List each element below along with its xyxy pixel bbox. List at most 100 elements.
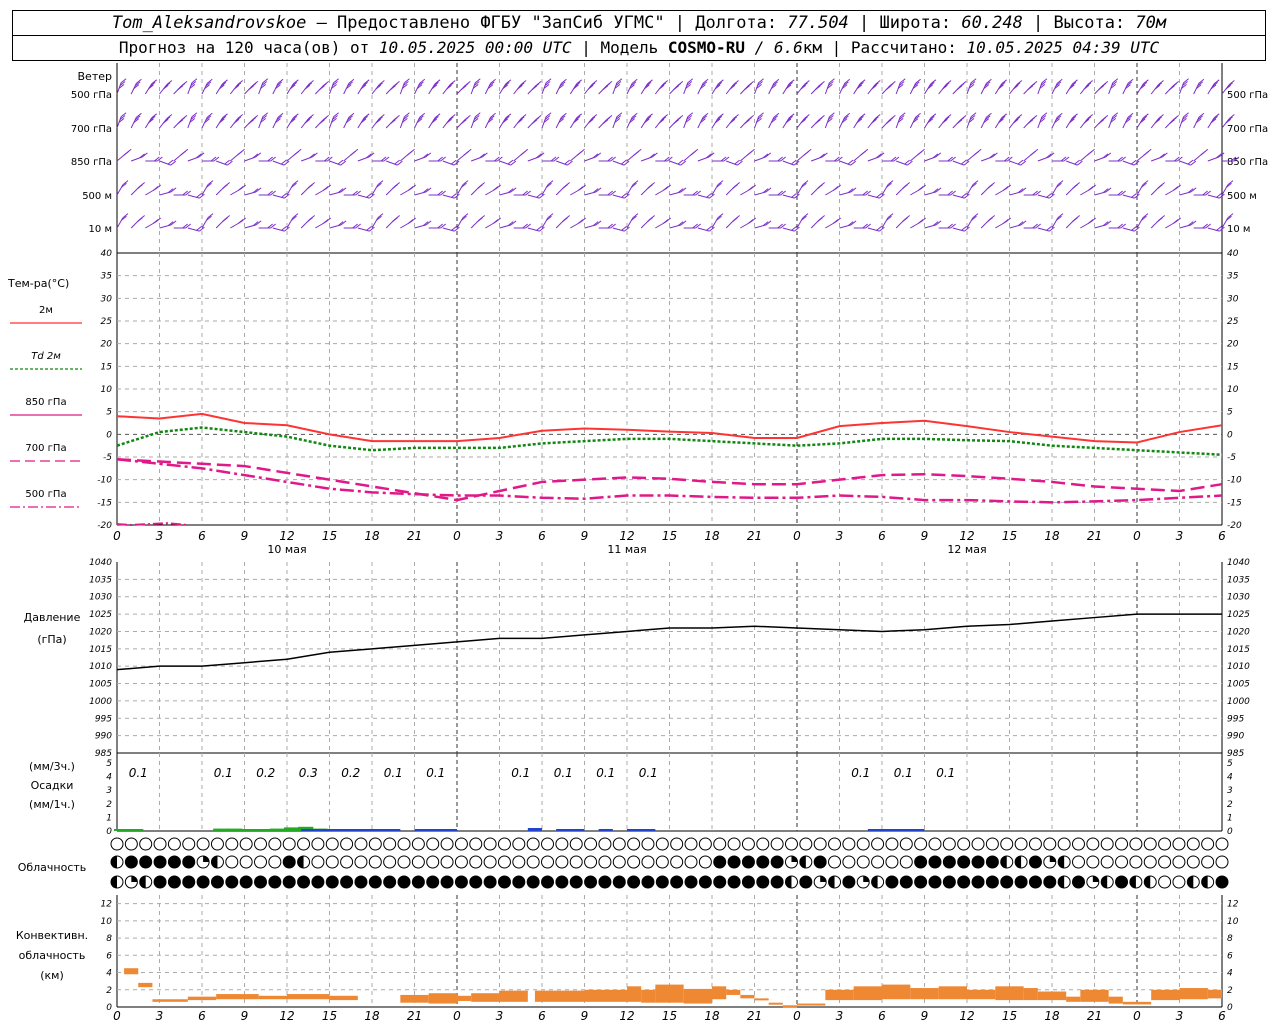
wind-barb: [796, 213, 809, 229]
wind-barb: [1122, 225, 1140, 232]
wind-barb-feather: [137, 184, 143, 190]
wind-barb-feather: [875, 153, 882, 159]
wind-barb-feather: [718, 113, 724, 119]
cloud-symbol: [928, 875, 942, 889]
wind-barb-feather: [502, 84, 508, 90]
cloud-symbol: [167, 875, 181, 889]
x-tick-label-bottom: 12: [279, 1009, 294, 1023]
wind-barb: [428, 190, 446, 196]
wind-barb-feather: [293, 150, 300, 156]
wind-barb-feather: [487, 118, 494, 123]
cloud-symbol: [354, 837, 368, 851]
wind-barb: [867, 192, 885, 199]
wind-barb-feather: [787, 81, 793, 87]
wind-barb: [1080, 148, 1095, 162]
wind-barb-feather: [1141, 81, 1148, 87]
wind-barb-feather: [591, 114, 598, 119]
wind-barb: [442, 192, 460, 199]
wind-barb: [867, 225, 885, 232]
cloud-symbol: [627, 855, 641, 869]
wind-barb: [768, 78, 780, 95]
wind-barb: [683, 112, 694, 129]
wind-barb: [1108, 78, 1119, 95]
wind-barb-feather: [369, 226, 375, 232]
temperature-ytick-right: 5: [1227, 408, 1233, 418]
wind-barb-feather: [961, 225, 967, 231]
wind-barb: [527, 80, 542, 95]
wind-barb: [1122, 159, 1140, 166]
wind-barb-feather: [915, 78, 921, 84]
wind-barb: [1023, 223, 1041, 229]
wind-barb: [697, 78, 709, 95]
wind-barb-feather: [536, 192, 542, 198]
wind-barb: [187, 192, 205, 199]
cloud-symbol: [383, 837, 397, 851]
wind-barb: [357, 113, 370, 129]
cloud-circle: [282, 855, 296, 869]
wind-barb-feather: [525, 223, 531, 229]
wind-barb-feather: [706, 192, 712, 198]
wind-barb: [1179, 112, 1189, 129]
wind-barb-feather: [1086, 150, 1093, 156]
pressure-ytick-right: 990: [1227, 732, 1244, 742]
convective-bar: [471, 993, 500, 1002]
cloud-symbol: [411, 875, 425, 889]
wind-barb-feather: [1183, 78, 1189, 84]
wind-barb: [754, 187, 772, 196]
cloud-circle: [297, 837, 311, 851]
x-tick-label-bottom: 21: [747, 1009, 762, 1023]
precip-ytick-left: 2: [106, 800, 112, 810]
wind-barb: [1179, 220, 1197, 229]
convective-bar: [187, 996, 217, 1001]
wind-barb-feather: [887, 213, 894, 218]
temperature-ytick-left: 35: [101, 272, 113, 282]
wind-barb: [754, 152, 772, 162]
wind-barb-feather: [898, 115, 905, 120]
wind-barb: [399, 78, 410, 95]
convective-bar: [768, 1002, 783, 1005]
cloud-symbol: [397, 837, 411, 851]
cloud-circle: [254, 875, 268, 889]
wind-barb: [598, 80, 613, 95]
cloud-circle: [856, 837, 870, 851]
wind-barb: [895, 78, 906, 95]
cloud-circle: [799, 837, 813, 851]
wind-barb-feather: [1055, 81, 1062, 87]
wind-barb-feather: [791, 192, 797, 198]
wind-barb: [414, 78, 426, 95]
resolution-unit: км: [802, 38, 823, 57]
wind-barb-feather: [1202, 190, 1208, 196]
wind-barb-feather: [986, 112, 992, 118]
cloud-fill: [203, 856, 210, 862]
wind-barb-feather: [449, 80, 456, 85]
wind-barb: [1108, 190, 1126, 196]
cloud-fill: [1058, 856, 1065, 868]
convective-bar: [1151, 989, 1180, 1001]
cloud-circle: [584, 837, 598, 851]
cloud-symbol: [885, 875, 899, 889]
wind-barb-feather: [454, 226, 460, 232]
wind-barb-feather: [363, 113, 370, 119]
pressure-ytick-right: 1030: [1227, 593, 1250, 603]
cloud-circle: [727, 855, 741, 869]
wind-barb-feather: [1017, 221, 1024, 227]
wind-barb-feather: [281, 192, 287, 198]
wind-barb-feather: [567, 160, 573, 166]
wind-barb-feather: [206, 215, 212, 221]
cloud-circle: [1115, 875, 1129, 889]
cloud-symbol: [1158, 837, 1172, 851]
wind-barb-feather: [607, 156, 613, 162]
wind-barb-feather: [448, 116, 454, 122]
wind-barb-feather: [1017, 159, 1024, 165]
cloud-symbol: [368, 875, 382, 889]
wind-barb-feather: [360, 84, 367, 90]
wind-barb-feather: [757, 81, 763, 86]
cloud-symbol: [670, 875, 684, 889]
precip-3h-amount: 0.1: [214, 766, 233, 780]
wind-barb: [385, 80, 400, 95]
convective-bar: [124, 968, 139, 975]
wind-barb: [329, 187, 347, 196]
cloud-symbol: [871, 855, 885, 869]
wind-barb-feather: [1141, 115, 1148, 121]
wind-barb-feather: [1139, 84, 1146, 90]
